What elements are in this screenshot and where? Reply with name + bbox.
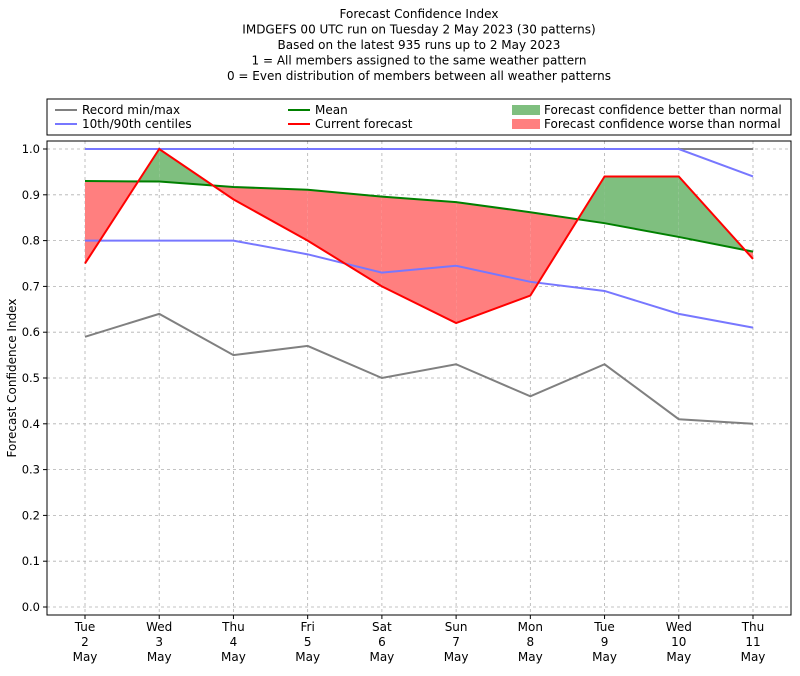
x-tick-label: May [147, 650, 172, 664]
x-tick-label: 3 [155, 635, 163, 649]
x-tick-label: Tue [593, 620, 615, 634]
title-line: 1 = All members assigned to the same wea… [252, 54, 587, 68]
centile-90-line [85, 148, 754, 178]
x-tick-label: 10 [671, 635, 686, 649]
x-tick-label: 7 [452, 635, 460, 649]
x-tick-label: 6 [378, 635, 386, 649]
x-tick-label: 11 [745, 635, 760, 649]
chart-title: Forecast Confidence Index IMDGEFS 00 UTC … [227, 7, 611, 83]
y-tick-label: 0.3 [22, 463, 40, 477]
legend-label: Mean [315, 103, 348, 117]
y-tick-label: 1.0 [22, 142, 40, 156]
y-tick-label: 0.4 [22, 417, 40, 431]
y-tick-label: 0.5 [22, 371, 40, 385]
x-tick-label: May [666, 650, 691, 664]
x-tick-label: May [73, 650, 98, 664]
y-axis-ticks: 0.0 0.1 0.2 0.3 0.4 0.5 0.6 0.7 0.8 0.9 1.0 [22, 142, 47, 614]
better-than-normal-fill [604, 176, 679, 237]
x-tick-label: Thu [221, 620, 245, 634]
x-tick-label: 8 [527, 635, 535, 649]
title-line: Forecast Confidence Index [340, 7, 499, 21]
legend-label: 10th/90th centiles [82, 117, 192, 131]
x-tick-label: 4 [230, 635, 238, 649]
x-tick-label: Wed [146, 620, 172, 634]
worse-than-normal-fill [307, 189, 382, 287]
x-tick-label: May [295, 650, 320, 664]
centile-10-line [85, 239, 754, 329]
title-line: IMDGEFS 00 UTC run on Tuesday 2 May 2023… [242, 23, 595, 37]
mean-line [84, 180, 754, 253]
worse-than-normal-fill [456, 202, 531, 324]
x-tick-label: Wed [666, 620, 692, 634]
x-tick-label: Sun [445, 620, 468, 634]
x-tick-label: May [518, 650, 543, 664]
x-tick-label: May [741, 650, 766, 664]
x-tick-label: Tue [74, 620, 96, 634]
x-tick-label: May [221, 650, 246, 664]
x-tick-label: May [444, 650, 469, 664]
y-tick-label: 0.9 [22, 188, 40, 202]
x-tick-label: May [592, 650, 617, 664]
x-tick-label: Sat [372, 620, 392, 634]
worse-than-normal-fill [233, 187, 308, 241]
y-tick-label: 0.0 [22, 600, 40, 614]
x-tick-label: May [369, 650, 394, 664]
x-tick-label: 5 [304, 635, 312, 649]
x-tick-label: 9 [601, 635, 609, 649]
x-axis-ticks: Tue2MayWed3MayThu4MayFri5MaySat6MaySun7M… [73, 615, 766, 664]
series-lines [84, 147, 754, 425]
y-tick-label: 0.2 [22, 508, 40, 522]
title-line: Based on the latest 935 runs up to 2 May… [278, 38, 561, 52]
title-line: 0 = Even distribution of members between… [227, 69, 611, 83]
legend-label: Forecast confidence worse than normal [544, 117, 781, 131]
legend-frame [46, 98, 792, 136]
legend-swatch [512, 105, 540, 115]
x-tick-label: 2 [81, 635, 89, 649]
worse-than-normal-fill [381, 196, 457, 324]
x-tick-label: Fri [301, 620, 315, 634]
y-axis-label: Forecast Confidence Index [5, 299, 19, 458]
record-min-line [84, 312, 754, 425]
y-tick-label: 0.8 [22, 234, 40, 248]
legend-label: Current forecast [315, 117, 413, 131]
legend-label: Forecast confidence better than normal [544, 103, 782, 117]
x-tick-label: Mon [518, 620, 543, 634]
x-tick-label: Thu [741, 620, 765, 634]
legend-label: Record min/max [82, 103, 180, 117]
legend-swatch [512, 119, 540, 129]
y-tick-label: 0.1 [22, 554, 40, 568]
current-forecast-line [84, 147, 754, 325]
confidence-fills [85, 149, 753, 324]
y-tick-label: 0.6 [22, 325, 40, 339]
y-tick-label: 0.7 [22, 279, 40, 293]
